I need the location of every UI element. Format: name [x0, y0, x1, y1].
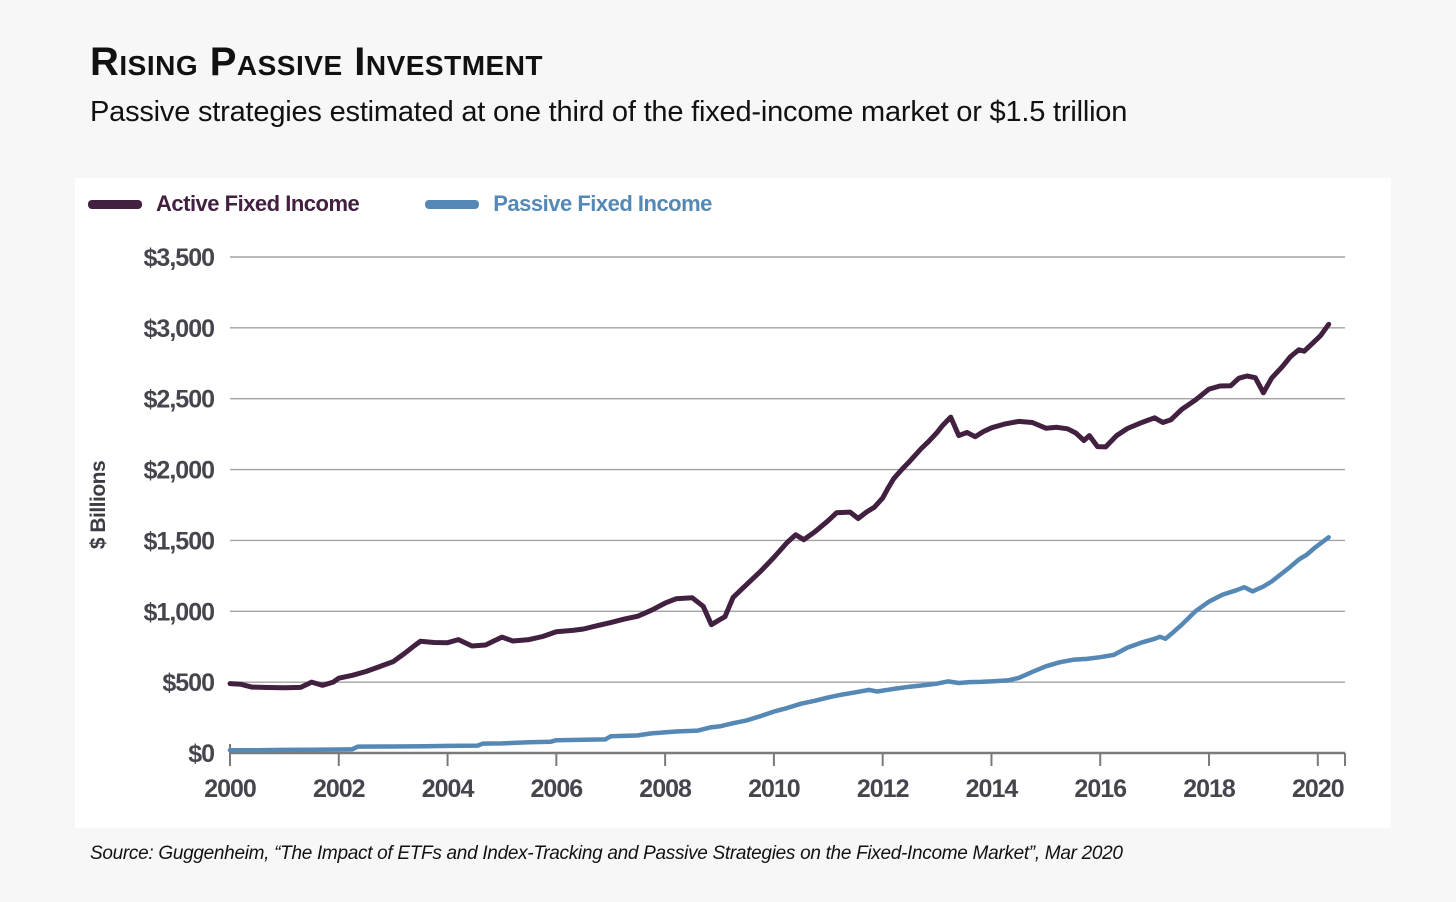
- legend-item-active: Active Fixed Income: [88, 191, 360, 217]
- y-tick-label: $3,000: [144, 315, 215, 343]
- x-tick-label: 2004: [422, 775, 475, 803]
- legend-label-passive: Passive Fixed Income: [493, 191, 712, 216]
- x-tick-label: 2010: [748, 775, 800, 803]
- series-line-active: [227, 321, 1332, 691]
- line-chart: 2000 2002 2004 2006 2008 2010 2012 2014 2016 2018…: [87, 244, 1346, 803]
- active-series-swatch-icon: [88, 199, 142, 209]
- y-tick-label: $500: [162, 669, 214, 697]
- x-tick-label: 2002: [313, 775, 365, 803]
- legend-label-active: Active Fixed Income: [156, 191, 360, 216]
- legend-item-passive: Passive Fixed Income: [425, 191, 712, 217]
- source-note: Source: Guggenheim, “The Impact of ETFs …: [90, 843, 1123, 864]
- page-subtitle: Passive strategies estimated at one thir…: [90, 96, 1128, 128]
- x-tick-label: 2018: [1183, 775, 1236, 803]
- chart-panel: 2000 2002 2004 2006 2008 2010 2012 2014 2016 2018…: [75, 178, 1391, 828]
- x-tick-label: 2016: [1074, 775, 1126, 803]
- page-title: Rising Passive Investment: [90, 40, 544, 84]
- series-line-passive: [227, 535, 1331, 753]
- x-tick-label: 2000: [204, 775, 256, 803]
- passive-series-swatch-icon: [425, 199, 480, 209]
- y-tick-label: $3,500: [144, 244, 215, 272]
- x-tick-label: 2014: [966, 775, 1019, 803]
- y-axis-title: $ Billions: [87, 461, 110, 549]
- y-tick-label: $2,500: [144, 386, 215, 414]
- y-tick-label: $1,500: [144, 527, 215, 555]
- y-tick-label: $1,000: [144, 598, 215, 626]
- x-tick-label: 2012: [857, 775, 909, 803]
- x-tick-label: 2006: [531, 775, 583, 803]
- y-tick-label: $2,000: [144, 457, 215, 485]
- x-tick-label: 2008: [639, 775, 692, 803]
- x-tick-label: 2020: [1292, 775, 1344, 803]
- chart-legend: Active Fixed Income Passive Fixed Income: [88, 191, 712, 217]
- y-tick-label: $0: [188, 740, 214, 768]
